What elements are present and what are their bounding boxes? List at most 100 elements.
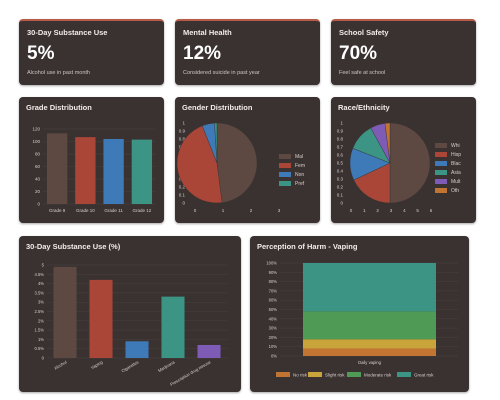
pie-slice-0: [389, 122, 431, 204]
legend-swatch: [279, 163, 291, 168]
stat-subtitle: Feel safe at school: [339, 70, 386, 76]
legend-label: Fem: [295, 163, 305, 169]
x-tick-label: 1: [222, 208, 225, 213]
legend-swatch: [435, 152, 447, 157]
x-tick-label: Grade 10: [76, 208, 95, 213]
chart-title: Perception of Harm - Vaping: [257, 242, 358, 251]
x-tick-label: Prescription drug misuse: [169, 359, 212, 387]
bar-segment-3: [303, 263, 436, 312]
race-ethnicity-chart: 0 0.1 0.2 0.3 0.4 0.5 0.6 0.7 0.8 0.9 1 0 1 2 3 4 5 6 Whi H…: [337, 121, 461, 213]
substance-use-card: 30-Day Substance Use (%) 0 0.5% 1% 1.5% 2% 2.…: [19, 236, 241, 392]
legend-label: Moderate risk: [364, 373, 392, 378]
y-tick-label: 0: [182, 201, 185, 206]
stat-card-substance: 30-Day Substance Use 5% Alcohol use in p…: [19, 19, 164, 85]
bar-4: [197, 344, 221, 358]
y-tick-label: 0%: [271, 353, 277, 358]
y-tick-label: 4%: [38, 281, 44, 286]
bar-3: [131, 139, 153, 204]
legend-swatch: [397, 372, 411, 377]
legend-label: No risk: [293, 373, 308, 378]
bar-2: [103, 139, 124, 204]
grade-distribution-chart: 0 20 40 60 80 100 120 Grade 9 Grade 10 Grade 11 Gr…: [32, 127, 156, 213]
y-tick-label: 0.2: [337, 185, 344, 190]
y-tick-label: 120: [32, 127, 40, 132]
pie-slice-1: [353, 162, 391, 204]
x-tick-label: 5: [416, 208, 419, 213]
x-tick-label: 2: [376, 208, 379, 213]
stat-card-mental-health: Mental Health 12% Considered suicide in …: [175, 19, 320, 85]
x-tick-label: Vaping: [90, 359, 104, 370]
x-tick-label: 3: [390, 208, 393, 213]
stat-value: 5%: [27, 43, 55, 64]
y-tick-label: 3.5%: [34, 290, 44, 295]
y-tick-label: 0: [42, 355, 45, 360]
bar-3: [161, 296, 185, 358]
stat-card-school-safety: School Safety 70% Feel safe at school: [331, 19, 476, 85]
x-tick-label: Grade 12: [132, 208, 151, 213]
legend-label: Whi: [451, 143, 460, 149]
bar-segment-0: [303, 348, 436, 356]
y-tick-label: 0.7: [337, 145, 344, 150]
stat-value: 70%: [339, 43, 378, 64]
y-tick-label: 0.9: [179, 129, 186, 134]
x-tick-label: 6: [430, 208, 433, 213]
y-tick-label: 0.1: [337, 193, 344, 198]
grade-distribution-card: Grade Distribution 0 20 40 60 80 100 120 Grade …: [19, 97, 164, 223]
y-tick-label: 0.9: [337, 129, 344, 134]
y-tick-label: 50%: [269, 307, 278, 312]
y-tick-label: 70%: [269, 288, 278, 293]
y-tick-label: 0.4: [337, 169, 344, 174]
bar-2: [125, 341, 149, 358]
gender-distribution-chart: 00.10.20.30.40.50.60.70.80.910123MalFemN…: [176, 121, 305, 213]
chart-title: Race/Ethnicity: [338, 103, 390, 112]
y-tick-label: 1%: [38, 337, 44, 342]
x-tick-label: Marijuana: [157, 359, 176, 373]
chart-title: Grade Distribution: [26, 103, 92, 112]
legend-label: Blac: [451, 161, 461, 167]
y-tick-label: 2.5%: [34, 309, 44, 314]
legend-swatch: [435, 143, 447, 148]
gender-distribution-card: Gender Distribution 00.10.20.30.40.50.60…: [175, 97, 320, 223]
bar-1: [75, 137, 96, 204]
y-tick-label: 1.5%: [34, 328, 44, 333]
legend-swatch: [308, 372, 322, 377]
x-tick-label: Daily vaping: [358, 360, 381, 365]
stat-subtitle: Alcohol use in past month: [27, 70, 90, 76]
x-tick-label: 3: [278, 208, 281, 213]
y-tick-label: 20%: [269, 335, 278, 340]
legend-swatch: [276, 372, 290, 377]
y-tick-label: 80%: [269, 279, 278, 284]
bar-segment-2: [303, 311, 436, 340]
x-tick-label: Alcohol: [53, 360, 67, 371]
x-tick-label: 4: [403, 208, 406, 213]
legend-label: Pref: [295, 181, 305, 187]
pie-slice-0: [216, 122, 258, 203]
x-tick-label: Cigarettes: [120, 360, 139, 374]
substance-use-chart: 0 0.5% 1% 1.5% 2% 2.5% 3% 3.5% 4% 4.5% 5 Alcohol Vap…: [34, 262, 227, 387]
y-tick-label: 1: [340, 121, 343, 126]
y-tick-label: 0.6: [337, 153, 344, 158]
bar-0: [46, 133, 68, 204]
y-tick-label: 30%: [269, 326, 278, 331]
y-tick-label: 60: [35, 164, 41, 169]
chart-title: Gender Distribution: [182, 103, 253, 112]
y-tick-label: 10%: [269, 344, 278, 349]
legend-swatch: [279, 181, 291, 186]
legend-label: Asia: [451, 170, 461, 176]
y-tick-label: 40: [35, 177, 41, 182]
perception-of-harm-chart: 0% 10% 20% 30% 40% 50% 60% 70% 80% 90% 100% Daily v…: [266, 260, 458, 378]
stat-value: 12%: [183, 43, 222, 64]
y-tick-label: 60%: [269, 298, 278, 303]
pie-slice-5: [384, 122, 391, 164]
stat-title: 30-Day Substance Use: [27, 28, 108, 37]
y-tick-label: 20: [35, 189, 41, 194]
legend-label: Great risk: [414, 373, 434, 378]
y-tick-label: 0.1: [179, 193, 186, 198]
legend-swatch: [279, 154, 291, 159]
y-tick-label: 1: [182, 121, 185, 126]
bar-0: [53, 266, 77, 358]
legend-label: Slight risk: [325, 373, 345, 378]
legend-label: Mal: [295, 154, 303, 160]
legend-swatch: [435, 188, 447, 193]
y-tick-label: 4.5%: [34, 272, 44, 277]
